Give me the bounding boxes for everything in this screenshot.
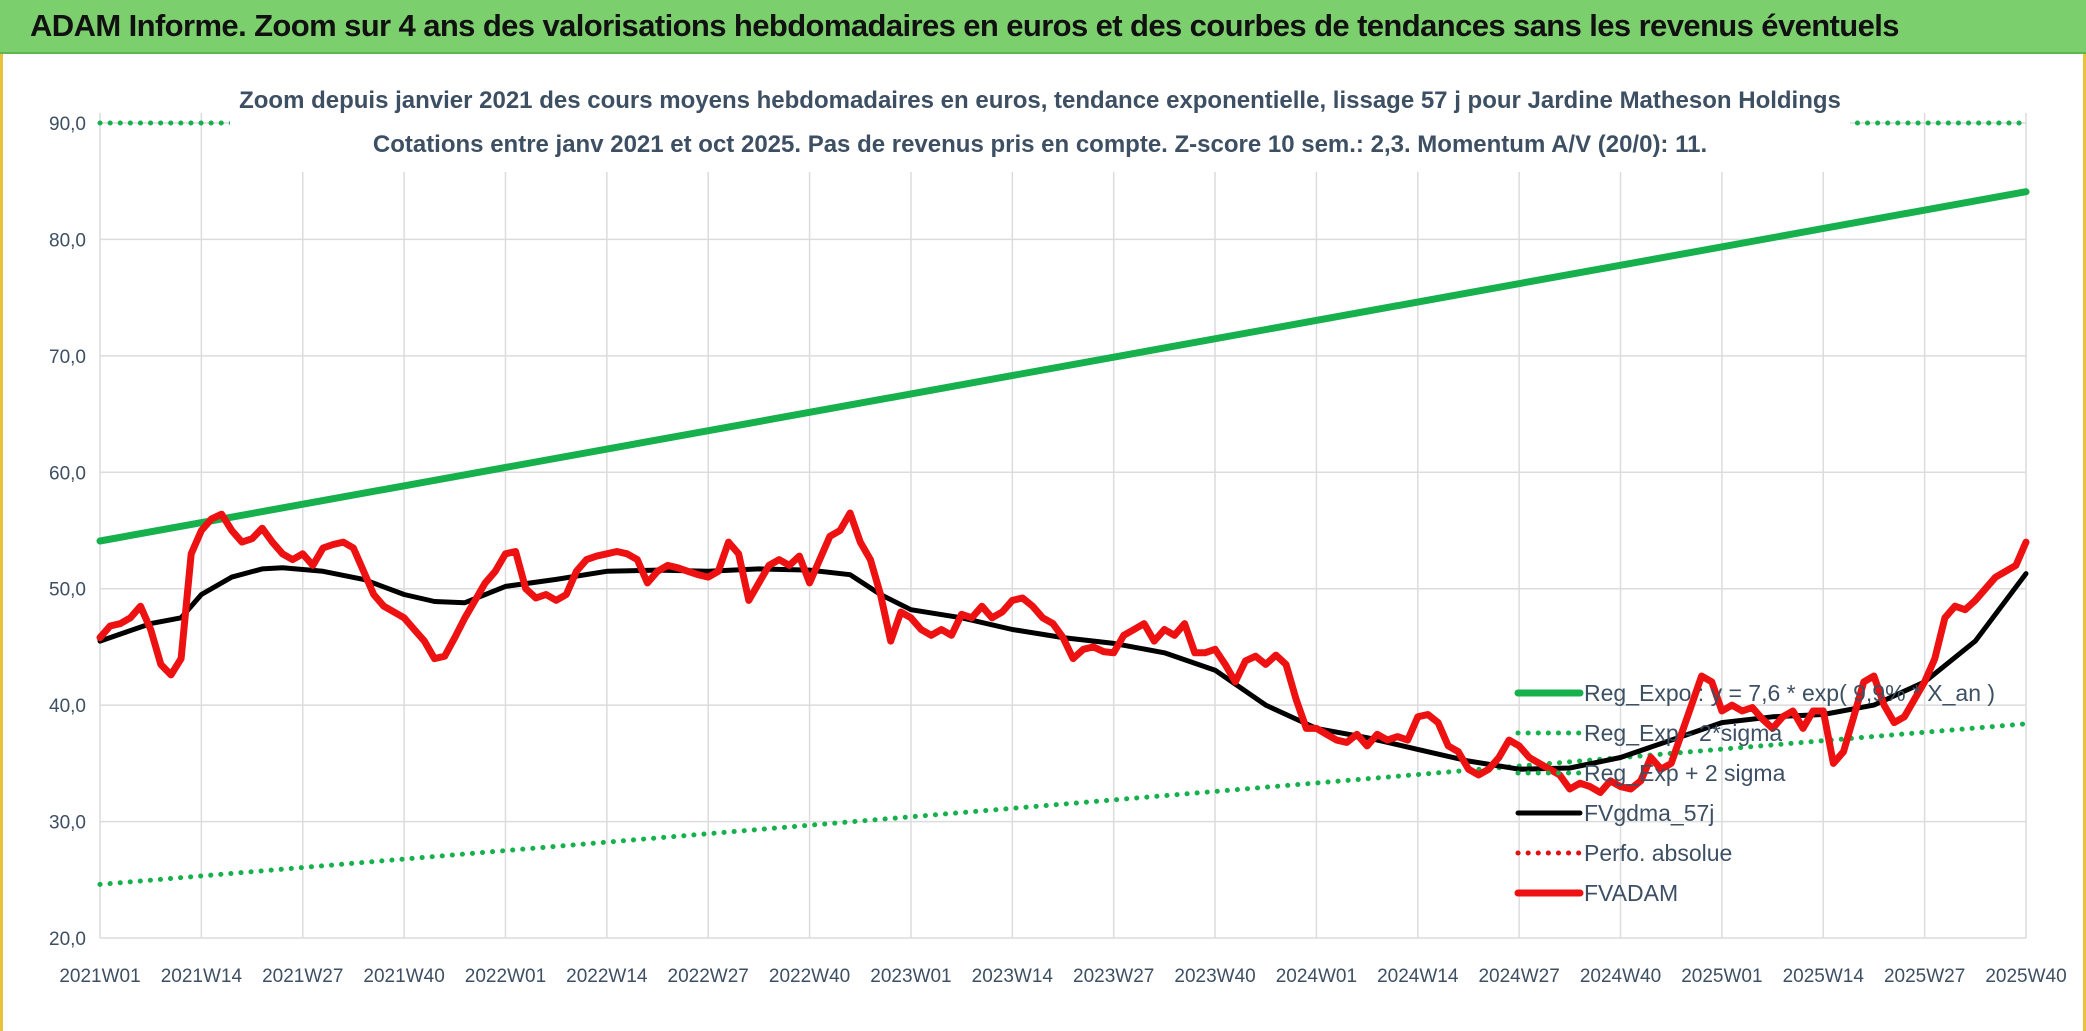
subtitle-background <box>230 80 1850 172</box>
series-line-reg-expo-y-7-6-exp-9-9-x-an <box>96 188 2030 545</box>
series-line-fvadam <box>96 509 2030 796</box>
legend: Reg_Expo : y = 7,6 * exp( 9,9% * X_an ) R… <box>1514 680 1995 906</box>
y-tick-label: 90,0 <box>49 114 86 135</box>
y-tick-label: 50,0 <box>49 580 86 601</box>
x-tick-label: 2021W14 <box>161 966 243 987</box>
x-tick-label: 2022W27 <box>668 966 749 987</box>
x-tick-label: 2021W01 <box>59 966 140 987</box>
chart-frame <box>0 54 2086 1031</box>
chart-subtitle-line2: Cotations entre janv 2021 et oct 2025. P… <box>373 131 1707 158</box>
x-tick-label: 2025W27 <box>1884 966 1965 987</box>
title-banner: ADAM Informe. Zoom sur 4 ans des valoris… <box>0 0 2086 54</box>
chart-subtitle-line1: Zoom depuis janvier 2021 des cours moyen… <box>239 87 1841 114</box>
y-tick-label: 70,0 <box>49 347 86 368</box>
x-tick-label: 2024W01 <box>1276 966 1357 987</box>
y-tick-label: 30,0 <box>49 813 86 834</box>
y-tick-label: 40,0 <box>49 696 86 717</box>
grid-lines <box>99 113 2027 939</box>
legend-label: FVgdma_57j <box>1584 800 1714 826</box>
legend-label: Reg_Exp + 2 sigma <box>1584 760 1786 786</box>
x-tick-label: 2022W14 <box>566 966 648 987</box>
x-tick-label: 2024W27 <box>1478 966 1559 987</box>
x-tick-label: 2023W01 <box>870 966 951 987</box>
x-tick-label: 2025W14 <box>1783 966 1865 987</box>
x-tick-label: 2023W14 <box>972 966 1054 987</box>
x-tick-label: 2025W40 <box>1985 966 2066 987</box>
page-title: ADAM Informe. Zoom sur 4 ans des valoris… <box>30 8 1900 43</box>
x-tick-label: 2021W40 <box>363 966 444 987</box>
x-tick-label: 2025W01 <box>1681 966 1762 987</box>
y-tick-label: 20,0 <box>49 929 86 950</box>
y-tick-label: 60,0 <box>49 463 86 484</box>
legend-label: Perfo. absolue <box>1584 840 1732 866</box>
legend-label: Reg_Expo : y = 7,6 * exp( 9,9% * X_an ) <box>1584 680 1995 706</box>
legend-label: Reg_Exp - 2*sigma <box>1584 720 1782 746</box>
x-tick-label: 2023W27 <box>1073 966 1154 987</box>
x-tick-label: 2024W14 <box>1377 966 1459 987</box>
x-tick-label: 2023W40 <box>1174 966 1255 987</box>
axis-labels: 20,0 30,0 40,0 50,0 60,0 70,0 80,0 90,0 2021W01 2… <box>49 114 2067 987</box>
y-tick-label: 80,0 <box>49 230 86 251</box>
legend-label: FVADAM <box>1584 880 1678 906</box>
series-line-fvgdma-57j <box>97 565 2029 772</box>
x-tick-label: 2022W40 <box>769 966 850 987</box>
series-line-reg-exp-2-sigma <box>97 721 2029 887</box>
x-tick-label: 2024W40 <box>1580 966 1661 987</box>
x-tick-label: 2022W01 <box>465 966 546 987</box>
x-tick-label: 2021W27 <box>262 966 343 987</box>
